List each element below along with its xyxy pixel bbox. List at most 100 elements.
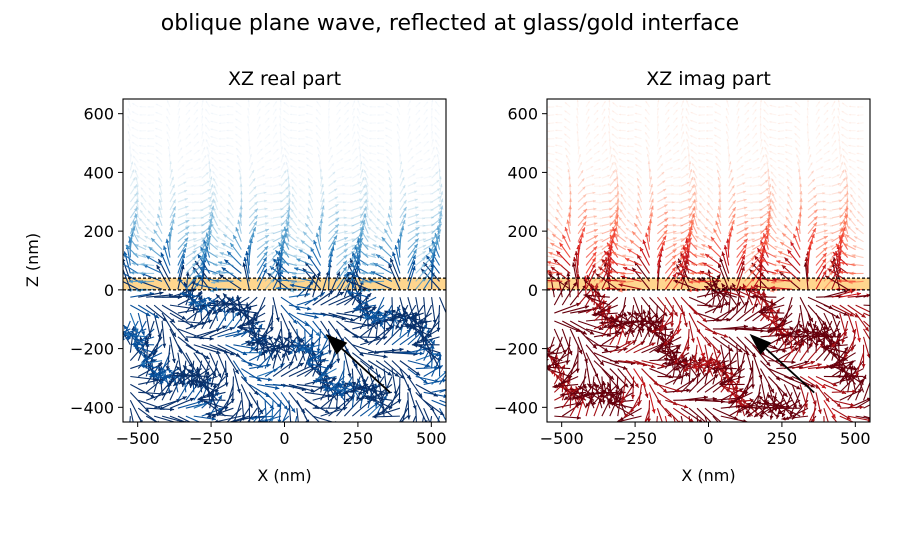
quiver-arrowhead xyxy=(553,383,559,388)
quiver-arrow xyxy=(210,128,218,132)
quiver-arrow xyxy=(351,399,372,417)
quiver-arrow xyxy=(280,170,287,179)
quiver-arrowhead xyxy=(247,123,250,126)
quiver-arrowhead xyxy=(358,190,362,194)
quiver-arrowhead xyxy=(236,148,239,151)
quiver-arrowhead xyxy=(667,362,672,367)
quiver-arrowhead xyxy=(205,108,208,112)
quiver-arrowhead xyxy=(131,169,135,173)
quiver-arrow xyxy=(296,408,299,422)
quiver-arrowhead xyxy=(807,337,812,341)
quiver-arrowhead xyxy=(218,159,222,162)
quiver-arrowhead xyxy=(437,351,442,356)
quiver-arrow xyxy=(367,326,391,346)
quiver-arrow xyxy=(601,360,628,370)
quiver-arrowhead xyxy=(334,217,340,222)
quiver-arrow xyxy=(130,375,159,381)
quiver-arrowhead xyxy=(407,323,412,329)
quiver-arrowhead xyxy=(139,121,142,125)
quiver-arrowhead xyxy=(384,310,389,315)
quiver-arrow xyxy=(407,213,420,219)
quiver-arrowhead xyxy=(852,389,857,394)
quiver-arrowhead xyxy=(380,397,385,402)
quiver-arrowhead xyxy=(258,108,261,111)
quiver-arrowhead xyxy=(353,139,356,143)
quiver-arrowhead xyxy=(317,354,322,359)
quiver-arrow xyxy=(264,141,271,147)
quiver-arrow xyxy=(385,103,393,108)
quiver-arrow xyxy=(344,158,352,163)
quiver-arrowhead xyxy=(300,338,305,343)
quiver-arrowhead xyxy=(139,166,143,169)
quiver-arrowhead xyxy=(212,170,216,174)
quiver-arrowhead xyxy=(128,236,133,241)
quiver-arrow xyxy=(290,178,298,187)
quiver-arrowhead xyxy=(267,117,270,120)
quiver-arrow xyxy=(768,368,795,381)
quiver-arrowhead xyxy=(419,351,424,356)
quiver-arrowhead xyxy=(140,262,145,267)
quiver-arrowhead xyxy=(798,404,802,409)
quiver-arrowhead xyxy=(385,103,389,106)
quiver-arrowhead xyxy=(253,215,258,220)
quiver-arrow xyxy=(201,123,204,131)
quiver-arrowhead xyxy=(363,253,368,258)
quiver-arrowhead xyxy=(783,319,788,324)
quiver-arrow xyxy=(138,391,167,395)
quiver-arrowhead xyxy=(363,163,366,166)
quiver-arrowhead xyxy=(210,183,214,188)
quiver-arrowhead xyxy=(614,323,619,328)
quiver-arrowhead xyxy=(205,355,210,359)
quiver-arrowhead xyxy=(378,180,381,183)
quiver-arrowhead xyxy=(378,202,382,206)
quiver-arrowhead xyxy=(232,421,233,422)
quiver-arrowhead xyxy=(727,433,731,437)
quiver-arrowhead xyxy=(367,315,372,321)
quiver-arrow xyxy=(280,186,289,195)
quiver-arrow xyxy=(357,138,361,147)
quiver-arrowhead xyxy=(278,174,282,178)
quiver-arrow xyxy=(415,250,427,259)
quiver-arrow xyxy=(439,296,446,314)
quiver-arrowhead xyxy=(750,257,755,262)
quiver-arrowhead xyxy=(330,154,333,158)
quiver-arrowhead xyxy=(562,349,566,355)
quiver-arrowhead xyxy=(216,236,220,240)
quiver-arrowhead xyxy=(320,372,325,377)
quiver-arrow xyxy=(212,263,226,267)
quiver-arrow xyxy=(673,279,698,290)
quiver-arrowhead xyxy=(369,137,372,140)
quiver-arrowhead xyxy=(195,109,198,112)
quiver-arrow xyxy=(855,374,867,401)
quiver-arrow xyxy=(547,264,555,267)
quiver-arrowhead xyxy=(167,369,173,374)
quiver-arrow xyxy=(431,203,442,211)
quiver-arrowhead xyxy=(224,259,229,264)
quiver-arrowhead xyxy=(829,339,833,344)
quiver-arrowhead xyxy=(135,198,140,203)
quiver-arrowhead xyxy=(182,248,186,253)
quiver-arrow xyxy=(283,101,290,108)
quiver-arrowhead xyxy=(672,249,677,254)
quiver-arrow xyxy=(681,361,706,370)
quiver-arrow xyxy=(236,296,258,317)
quiver-arrowhead xyxy=(289,158,293,161)
quiver-arrowhead xyxy=(805,426,809,430)
quiver-arrow xyxy=(351,123,355,131)
quiver-arrowhead xyxy=(213,192,217,196)
quiver-arrow xyxy=(585,295,611,306)
quiver-arrowhead xyxy=(761,307,766,312)
quiver-arrow xyxy=(169,320,189,343)
quiver-arrow xyxy=(549,370,571,385)
quiver-arrowhead xyxy=(214,278,219,283)
quiver-arrowhead xyxy=(264,235,270,239)
quiver-arrowhead xyxy=(298,211,302,215)
quiver-arrow xyxy=(689,398,717,401)
quiver-arrowhead xyxy=(672,273,677,278)
quiver-arrow xyxy=(688,304,708,323)
quiver-arrow xyxy=(633,342,656,354)
quiver-arrowhead xyxy=(235,352,241,357)
quiver-arrowhead xyxy=(227,172,231,176)
quiver-arrow xyxy=(623,245,634,251)
quiver-arrowhead xyxy=(601,400,606,405)
